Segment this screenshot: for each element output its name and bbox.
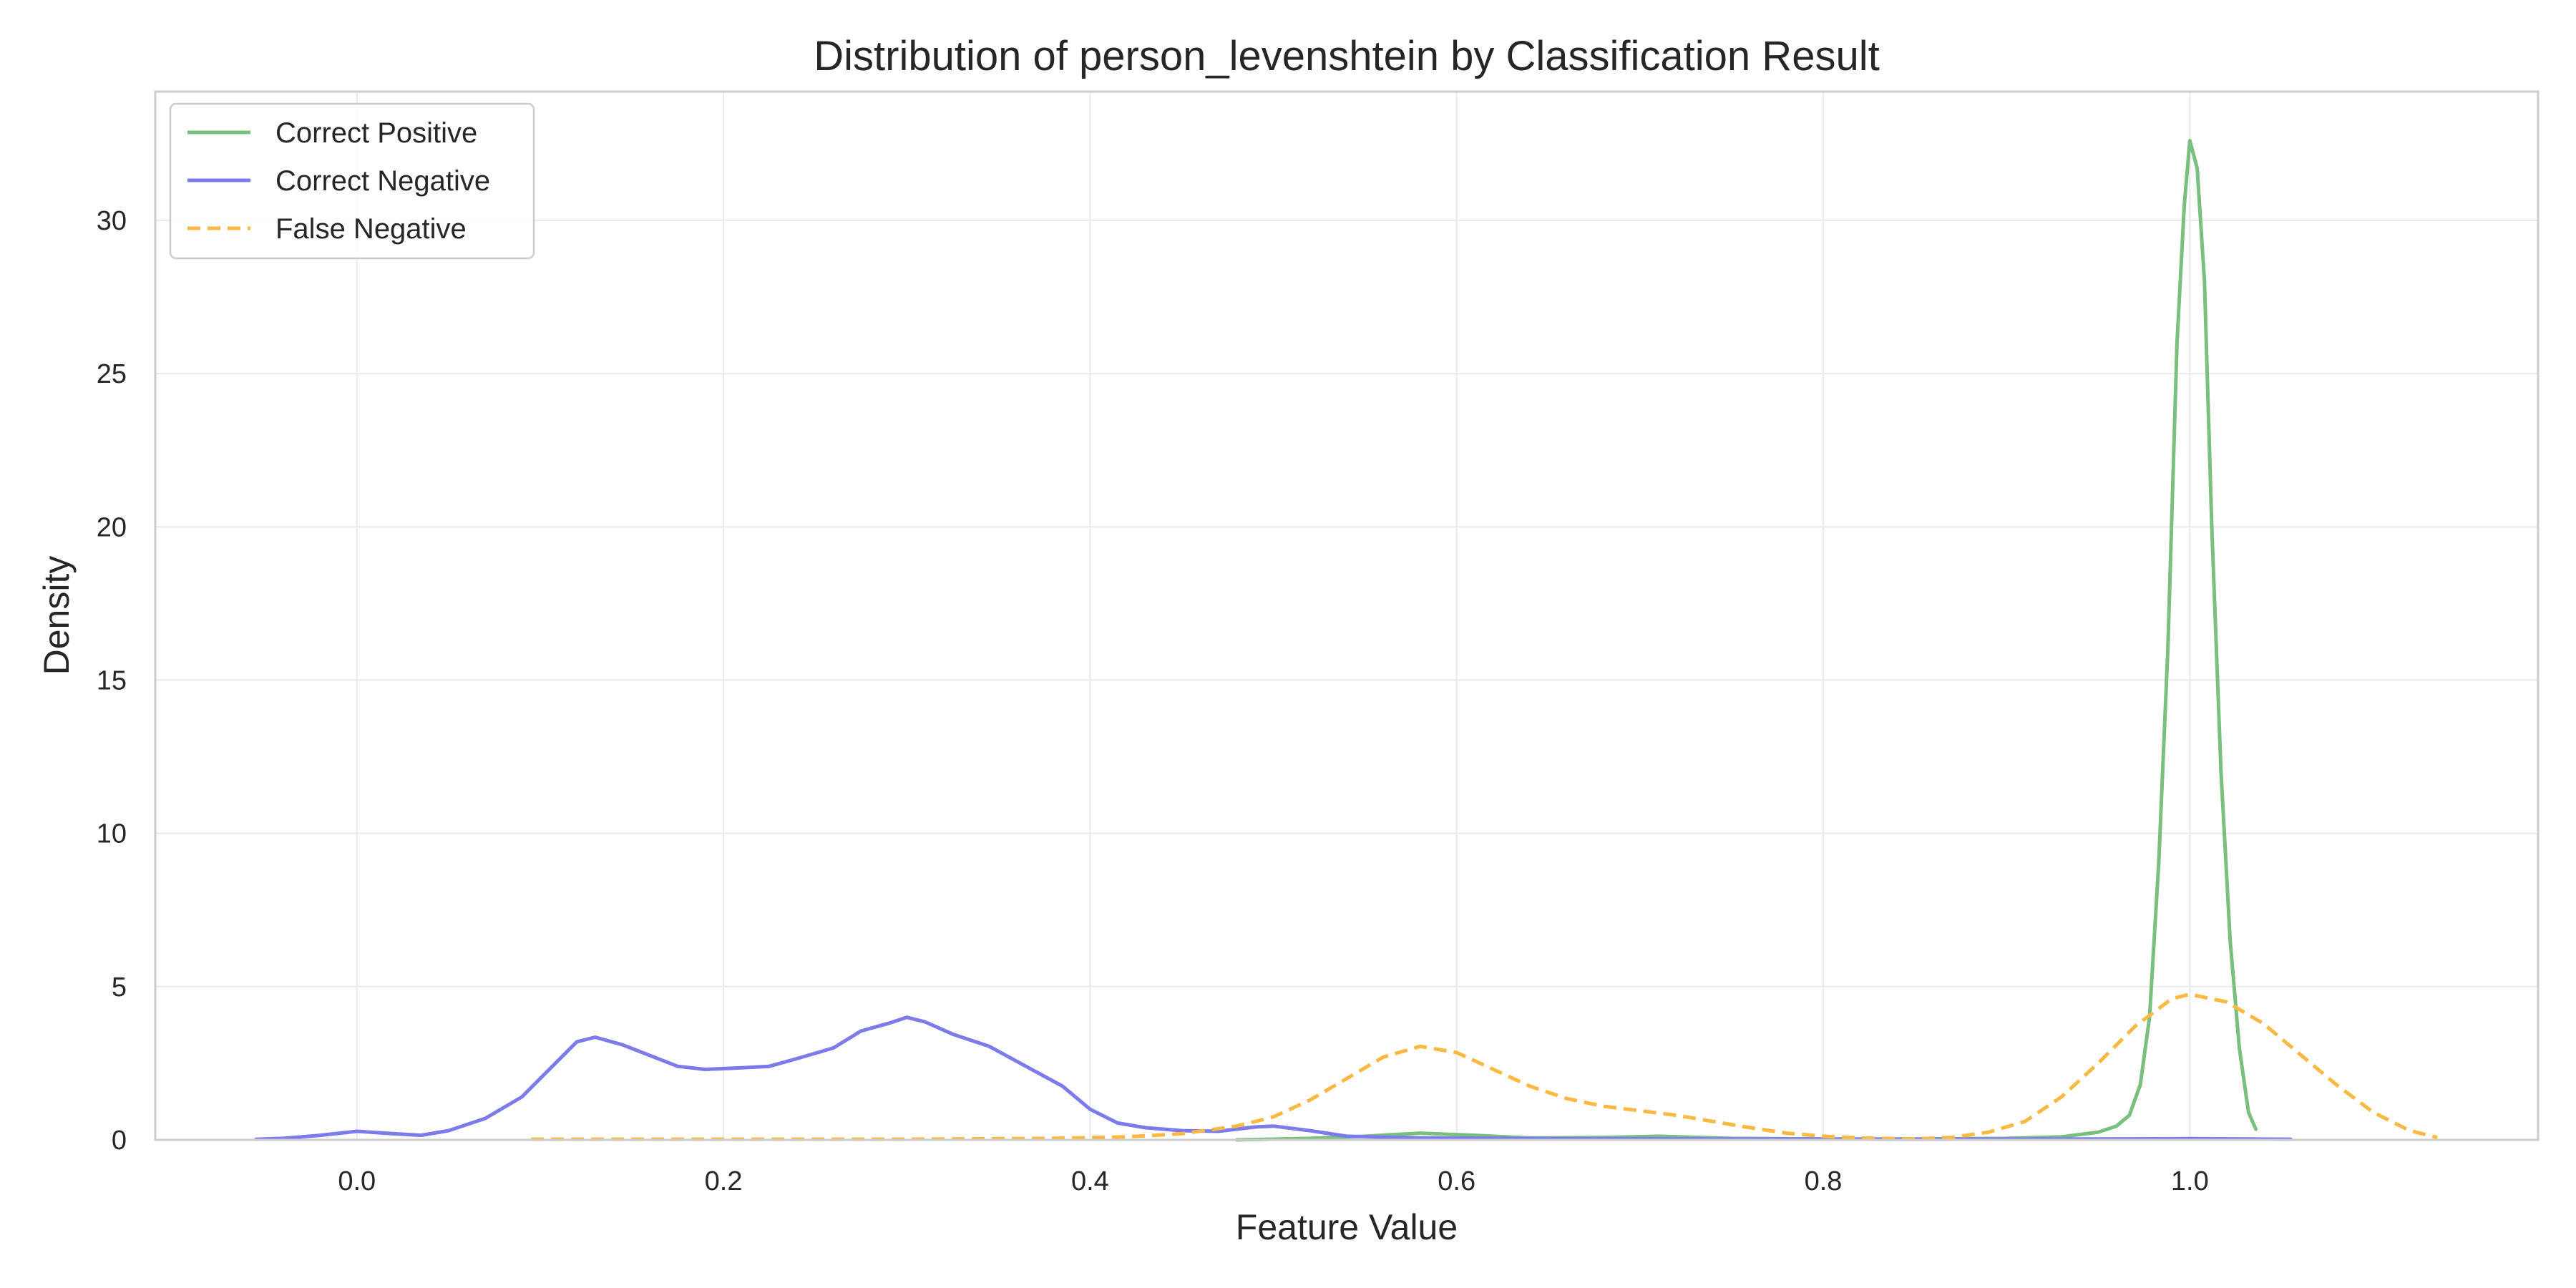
x-tick-label: 0.4 xyxy=(1071,1166,1109,1196)
x-tick-label: 1.0 xyxy=(2171,1166,2209,1196)
y-tick-label: 15 xyxy=(97,665,127,696)
y-tick-label: 25 xyxy=(97,359,127,389)
y-tick-label: 0 xyxy=(112,1126,127,1156)
chart-title: Distribution of person_levenshtein by Cl… xyxy=(814,33,1879,79)
x-tick-label: 0.8 xyxy=(1805,1166,1843,1196)
tick-labels: 0.0 0.2 0.4 0.6 0.8 1.0 0 5 10 15 20 25 30 xyxy=(97,206,2209,1196)
series-layer xyxy=(254,139,2438,1142)
x-tick-label: 0.6 xyxy=(1438,1166,1475,1196)
x-tick-label: 0.0 xyxy=(338,1166,376,1196)
y-tick-label: 5 xyxy=(112,972,127,1002)
x-tick-label: 0.2 xyxy=(705,1166,743,1196)
y-axis-label: Density xyxy=(36,556,77,675)
y-tick-label: 20 xyxy=(97,512,127,542)
legend-label: Correct Positive xyxy=(275,117,477,149)
series-line-correct-negative xyxy=(254,1015,2293,1141)
y-tick-label: 10 xyxy=(97,819,127,849)
series-line-false-negative xyxy=(531,992,2438,1141)
x-axis-label: Feature Value xyxy=(1236,1207,1458,1247)
legend-box xyxy=(169,102,535,260)
y-tick-label: 30 xyxy=(97,206,127,236)
legend-label: Correct Negative xyxy=(275,165,490,197)
plot-frame xyxy=(154,90,2540,1141)
legend-label: False Negative xyxy=(275,213,467,245)
legend: Correct Positive Correct Negative False Ne… xyxy=(169,102,535,260)
